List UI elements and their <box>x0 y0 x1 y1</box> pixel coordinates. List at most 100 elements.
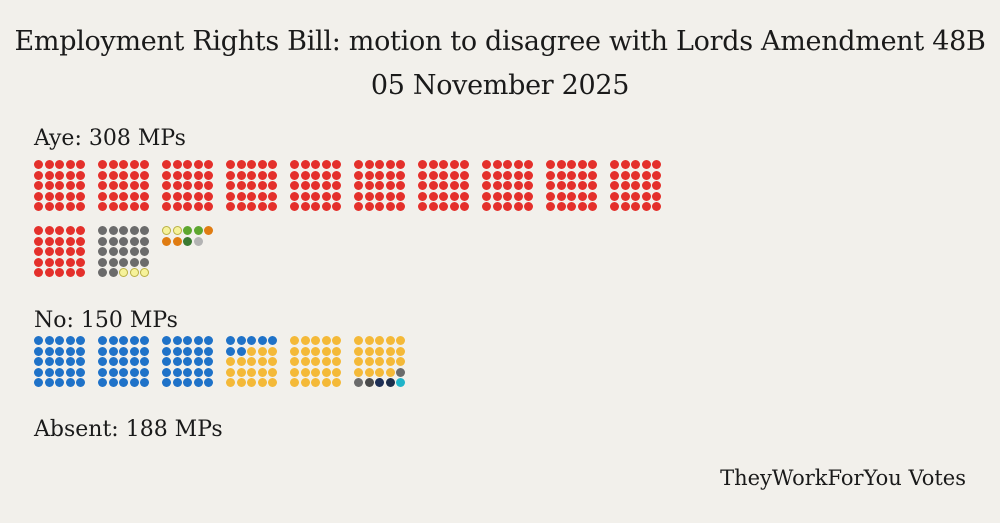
no-mp-dot <box>375 357 384 366</box>
no-mp-dot <box>183 378 192 387</box>
no-mp-dot <box>172 378 182 387</box>
aye-mp-dot <box>577 191 587 201</box>
aye-mp-dot <box>482 181 491 190</box>
aye-mp-dot <box>129 160 139 169</box>
aye-mp-dot <box>119 202 128 211</box>
aye-mp-dot <box>204 181 213 190</box>
aye-mp-dot <box>577 160 587 169</box>
no-mp-dot <box>44 378 54 387</box>
aye-label: Aye: 308 MPs <box>34 126 186 151</box>
no-mp-dot <box>236 378 246 387</box>
aye-mp-dot <box>98 236 107 246</box>
aye-mp-dot <box>162 181 171 190</box>
aye-mp-dot <box>364 170 374 180</box>
aye-mp-dot <box>129 247 139 256</box>
no-mp-dot <box>236 367 246 377</box>
credit-text: TheyWorkForYou Votes <box>720 466 966 490</box>
no-mp-dot <box>162 357 171 366</box>
no-mp-dot <box>119 378 128 387</box>
aye-mp-dot <box>76 268 85 277</box>
aye-mp-dot <box>119 247 128 256</box>
aye-mp-dot <box>332 191 341 201</box>
aye-mp-dot <box>98 202 107 211</box>
aye-mp-dot <box>236 160 246 169</box>
aye-mp-dot <box>460 160 469 169</box>
aye-mp-dot <box>76 257 85 267</box>
aye-mp-dot <box>620 191 630 201</box>
aye-mp-dot <box>172 226 182 235</box>
aye-mp-dot <box>172 160 182 169</box>
aye-mp-dot <box>610 181 619 190</box>
no-mp-dot <box>119 357 128 366</box>
no-mp-dot <box>247 357 256 366</box>
no-mp-dot <box>98 357 107 366</box>
aye-mp-dot <box>76 202 85 211</box>
aye-mp-dot <box>428 202 438 211</box>
no-mp-dot <box>140 378 149 387</box>
aye-mp-dot <box>268 202 277 211</box>
aye-mp-dot <box>129 202 139 211</box>
aye-mp-dot <box>140 202 149 211</box>
aye-mp-dot <box>620 170 630 180</box>
no-mp-dot <box>65 346 75 356</box>
no-mp-dot <box>268 346 277 356</box>
no-mp-dot <box>172 336 182 345</box>
aye-mp-dot <box>449 202 459 211</box>
aye-mp-dot <box>247 170 256 180</box>
aye-mp-dot <box>449 170 459 180</box>
no-mp-dot <box>140 357 149 366</box>
no-mp-dot <box>34 378 43 387</box>
aye-mp-dot <box>65 191 75 201</box>
aye-mp-dot <box>44 226 54 235</box>
no-mp-dot <box>354 357 363 366</box>
aye-mp-dot <box>76 236 85 246</box>
no-mp-dot <box>311 367 320 377</box>
aye-mp-dot <box>183 202 192 211</box>
no-mp-dot <box>311 346 320 356</box>
no-mp-dot <box>108 367 118 377</box>
no-mp-dot <box>34 346 43 356</box>
aye-mp-dot <box>108 268 118 277</box>
aye-mp-dot <box>588 160 597 169</box>
aye-mp-dot <box>588 191 597 201</box>
no-mp-dot <box>65 336 75 345</box>
no-mp-dot <box>44 336 54 345</box>
aye-mp-dot <box>34 202 43 211</box>
no-mp-dot <box>354 378 363 387</box>
no-mp-dot <box>354 346 363 356</box>
aye-mp-dot <box>183 191 192 201</box>
no-mp-dot <box>257 346 267 356</box>
no-mp-dot <box>290 378 299 387</box>
aye-mp-dot <box>385 181 395 190</box>
aye-mp-dot <box>44 170 54 180</box>
no-mp-dot <box>129 378 139 387</box>
aye-mp-dot <box>577 202 587 211</box>
no-mp-dot <box>162 367 171 377</box>
no-mp-dot <box>247 378 256 387</box>
aye-mp-dot <box>354 202 363 211</box>
no-mp-dot <box>332 367 341 377</box>
no-mp-dot <box>396 357 405 366</box>
no-mp-dot <box>257 357 267 366</box>
no-mp-dot <box>76 346 85 356</box>
aye-mp-dot <box>257 170 267 180</box>
no-mp-dot <box>375 378 384 387</box>
aye-mp-dot <box>354 181 363 190</box>
no-mp-dot <box>183 357 192 366</box>
no-mp-dot <box>226 336 235 345</box>
aye-mp-dot <box>162 160 171 169</box>
aye-mp-dot <box>236 191 246 201</box>
aye-mp-dot <box>375 181 384 190</box>
aye-mp-dot <box>567 170 576 180</box>
aye-mp-dot <box>162 170 171 180</box>
aye-mp-dot <box>546 160 555 169</box>
no-mp-dot <box>55 336 64 345</box>
no-mp-dot <box>300 357 310 366</box>
aye-mp-dot <box>513 191 523 201</box>
aye-mp-dot <box>247 191 256 201</box>
no-label: No: 150 MPs <box>34 308 178 333</box>
no-mp-dot <box>385 346 395 356</box>
no-mp-dot <box>204 346 213 356</box>
aye-mp-dot <box>34 268 43 277</box>
aye-mp-dot <box>652 191 661 201</box>
